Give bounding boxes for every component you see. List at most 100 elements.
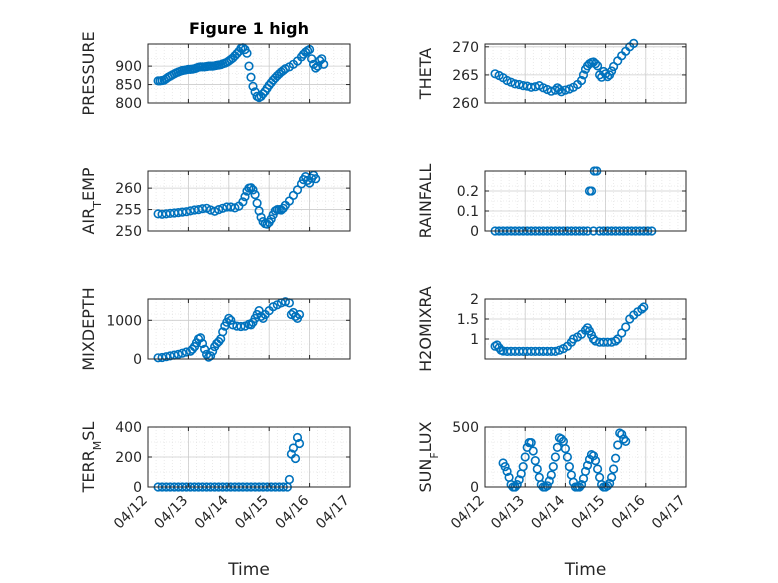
data-point: [526, 438, 536, 448]
data-point: [206, 351, 216, 361]
ytick-label: 260: [452, 96, 479, 112]
data-point: [560, 444, 571, 454]
data-point: [546, 470, 556, 480]
data-point: [518, 462, 528, 472]
axes-box: [147, 170, 351, 232]
ytick-label: 850: [115, 78, 142, 94]
data-point: [532, 464, 542, 474]
data-point: [248, 81, 258, 91]
data-point: [218, 327, 228, 337]
axes-box: [484, 43, 687, 104]
data-point: [554, 84, 565, 95]
data-point: [280, 297, 291, 307]
data-point: [311, 174, 321, 184]
data-point: [590, 456, 601, 466]
ytick-label: 0.1: [457, 204, 479, 220]
data-point: [238, 197, 248, 207]
data-point: [528, 446, 538, 456]
axes-box: [147, 43, 351, 104]
subplot-h2omixra: 1 1.5 2 H2OMIXRA: [416, 286, 687, 372]
data-point: [242, 48, 252, 58]
data-point: [510, 79, 520, 89]
data-point: [181, 207, 191, 217]
data-point: [200, 344, 210, 354]
data-point: [606, 66, 617, 76]
ytick-label: 0.2: [457, 184, 479, 200]
subplot-mixdepth: 0 1000 MIXDEPTH: [79, 287, 351, 371]
data-point: [608, 464, 619, 474]
data-point: [208, 346, 218, 356]
data-point: [560, 85, 571, 95]
ytick-label: 800: [115, 96, 142, 112]
ytick-label: 400: [115, 420, 142, 436]
data-point: [617, 429, 627, 439]
axes-box: [484, 170, 687, 232]
ytick-label: 1000: [106, 313, 142, 329]
data-point: [248, 185, 258, 195]
ytick-label: 1: [470, 332, 479, 348]
ytick-label: 900: [115, 59, 142, 75]
data-point: [256, 212, 266, 222]
data-point: [195, 333, 206, 343]
subplot-grid: 800 850 900 PRESSURE Figure 1 high 260 265 270 T…: [79, 19, 689, 580]
chart-title: Figure 1 high: [189, 19, 309, 38]
data-point: [319, 59, 329, 69]
ytick-label: 270: [452, 40, 479, 56]
axes-box: [147, 298, 351, 360]
xlabel: Time: [227, 560, 270, 580]
data-point: [294, 438, 305, 449]
data-point: [613, 440, 623, 450]
data-point: [514, 475, 524, 485]
data-point: [512, 480, 522, 490]
data-point: [292, 432, 303, 443]
ytick-label: 255: [115, 203, 142, 219]
data-point: [621, 436, 631, 447]
data-point: [246, 183, 256, 193]
data-point: [619, 434, 629, 444]
data-point: [582, 460, 593, 471]
data-point: [562, 452, 573, 462]
ytick-label: 260: [115, 181, 142, 197]
ylabel: THETA: [416, 48, 435, 100]
data-point: [590, 59, 601, 69]
xlabel: Time: [564, 560, 607, 580]
data-point: [580, 466, 591, 477]
data-point: [313, 61, 323, 71]
data-point: [586, 186, 597, 196]
ytick-label: 2: [470, 292, 479, 308]
data-point: [240, 192, 250, 202]
data-point: [588, 451, 599, 461]
data-point: [576, 480, 587, 490]
data-point: [520, 452, 530, 462]
data-point: [550, 346, 561, 357]
data-point: [284, 474, 295, 485]
data-point: [544, 476, 554, 486]
ytick-label: 1.5: [457, 312, 479, 328]
ytick-label: 265: [452, 68, 479, 84]
data-point: [580, 325, 591, 335]
subplot-air-temp: 250 255 260 AIRTEMP: [79, 167, 351, 240]
data-point: [550, 452, 561, 462]
data-point: [246, 72, 256, 82]
data-point: [288, 443, 299, 453]
ytick-label: 500: [452, 420, 479, 436]
data-point: [548, 462, 558, 472]
axes-box: [484, 426, 687, 488]
data-point: [542, 481, 552, 491]
ylabel: PRESSURE: [79, 31, 98, 115]
data-point: [500, 462, 510, 472]
data-point: [530, 456, 540, 466]
axes-box: [484, 298, 687, 360]
ytick-label: 0: [470, 224, 479, 240]
subplot-rainfall: 0 0.1 0.2 RAINFALL: [416, 164, 687, 240]
data-point: [502, 466, 512, 477]
data-point: [177, 348, 187, 358]
ytick-label: 0: [133, 480, 142, 496]
ylabel: SUNFLUX: [416, 421, 441, 492]
data-point: [197, 338, 208, 349]
data-point: [578, 70, 589, 80]
ytick-label: 250: [115, 224, 142, 240]
data-point: [294, 309, 305, 320]
